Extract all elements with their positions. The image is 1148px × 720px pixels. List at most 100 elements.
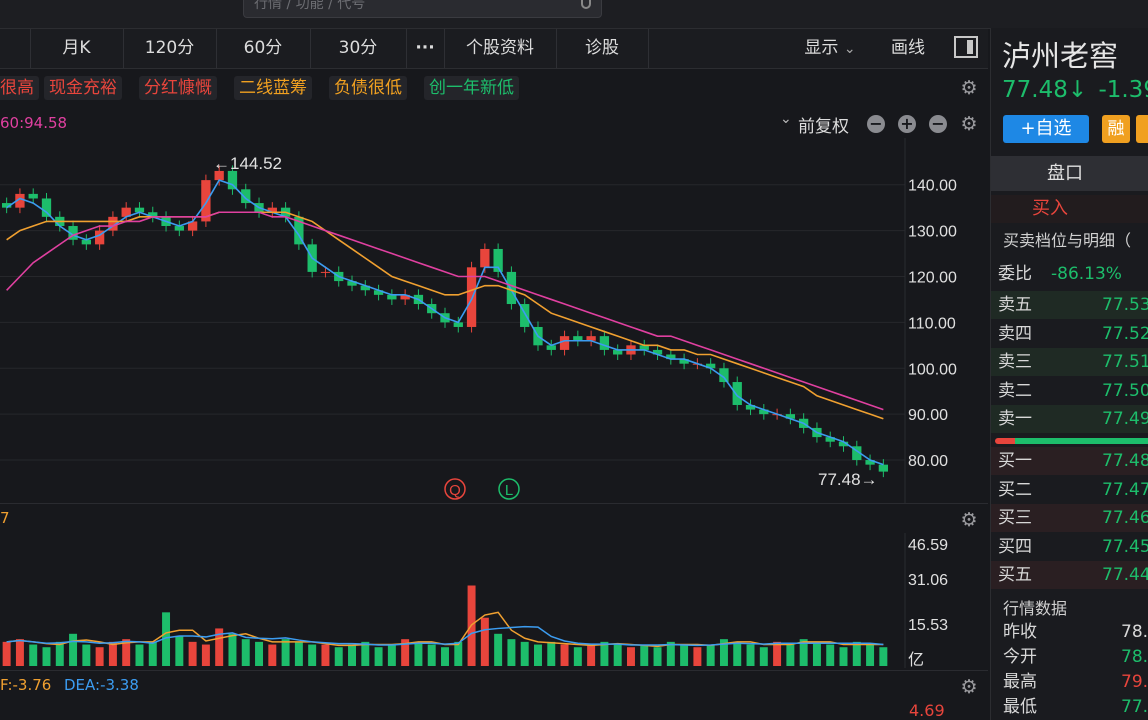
candle-body xyxy=(506,271,517,305)
candle-body xyxy=(387,294,397,300)
tag-item[interactable]: 负债很低 xyxy=(329,76,407,100)
ask-level-row[interactable]: 卖一 77.49 xyxy=(991,405,1148,433)
volume-bar xyxy=(294,641,303,666)
gear-icon[interactable]: ⚙ xyxy=(960,509,978,531)
period-toolbar: 月K 120分 60分 30分 ··· 个股资料 诊股 显示 ⌄ 画线 xyxy=(0,29,988,69)
order-detail-title: 买卖档位与明细（ xyxy=(1003,231,1132,250)
volume-bar xyxy=(55,641,64,666)
gear-icon[interactable]: ⚙ xyxy=(960,77,978,99)
quote-label: 昨收 xyxy=(1003,622,1037,642)
adjust-mode-dropdown[interactable]: 前复权 xyxy=(798,117,849,137)
tag-item[interactable]: 现金充裕 xyxy=(44,76,122,100)
last-price-label: 77.48→ xyxy=(818,470,878,489)
volume-bar xyxy=(281,639,290,666)
volume-bar xyxy=(175,636,184,666)
draw-line-button[interactable]: 画线 xyxy=(891,38,925,58)
candle-body xyxy=(227,170,238,190)
diagnose-button[interactable]: 诊股 xyxy=(585,38,619,58)
bid-level-row[interactable]: 买三 77.46 xyxy=(991,504,1148,532)
bid-level-label: 买一 xyxy=(998,451,1032,471)
zoom-in-icon[interactable]: + xyxy=(898,115,916,133)
gear-icon[interactable]: ⚙ xyxy=(960,676,978,698)
volume-bar xyxy=(108,641,117,666)
minimize-icon[interactable]: − xyxy=(929,115,947,133)
marker-l[interactable]: L xyxy=(498,478,520,500)
tab-order-book[interactable]: 盘口 xyxy=(991,156,1148,191)
ask-level-label: 卖五 xyxy=(998,295,1032,315)
high-price-label: ←144.52 xyxy=(213,154,282,173)
period-60min-button[interactable]: 60分 xyxy=(243,38,283,58)
margin-badge[interactable]: 融 xyxy=(1102,115,1130,143)
search-input[interactable]: 行情 / 功能 / 代号 xyxy=(243,0,602,18)
candle-body xyxy=(373,290,384,295)
volume-bar xyxy=(82,644,91,666)
price-chart[interactable]: ←144.52 77.48→ 140.00130.00120.00110.001… xyxy=(0,138,988,503)
price-tick: 140.00 xyxy=(908,178,957,195)
volume-bar xyxy=(786,644,795,666)
quote-value: 78. xyxy=(1121,622,1148,642)
tag-item[interactable]: 很高 xyxy=(0,76,39,100)
badge-partial[interactable] xyxy=(1136,115,1148,143)
divider xyxy=(444,29,445,68)
volume-axis: 46.59 31.06 15.53 亿 xyxy=(904,533,948,668)
candle-body xyxy=(785,414,796,419)
period-120min-button[interactable]: 120分 xyxy=(144,38,195,58)
stock-profile-button[interactable]: 个股资料 xyxy=(466,38,534,58)
bid-level-row[interactable]: 买五 77.44 xyxy=(991,561,1148,589)
panel-toggle-icon[interactable] xyxy=(954,36,978,58)
macd-top-tick: 4.69 xyxy=(909,701,945,720)
volume-bar xyxy=(321,644,330,666)
volume-bar xyxy=(613,644,622,666)
tag-item[interactable]: 二线蓝筹 xyxy=(234,76,312,100)
candle-body xyxy=(573,336,583,341)
search-placeholder: 行情 / 功能 / 代号 xyxy=(254,0,366,12)
candle-body xyxy=(347,281,357,286)
volume-bar xyxy=(799,639,808,666)
weibi-label: 委比 xyxy=(998,264,1032,284)
volume-bar xyxy=(69,633,78,666)
bid-level-row[interactable]: 买一 77.48 xyxy=(991,447,1148,475)
gear-icon[interactable]: ⚙ xyxy=(960,113,978,135)
more-button[interactable]: ··· xyxy=(415,38,435,58)
candle-body xyxy=(1,203,12,208)
bid-level-label: 买五 xyxy=(998,565,1032,585)
price-grid xyxy=(0,138,906,503)
volume-bar xyxy=(268,644,277,666)
period-30min-button[interactable]: 30分 xyxy=(338,38,378,58)
ask-level-row[interactable]: 卖五 77.53 xyxy=(991,291,1148,319)
display-dropdown[interactable]: 显示 ⌄ xyxy=(790,29,870,68)
add-watchlist-button[interactable]: +自选 xyxy=(1003,115,1089,143)
tag-item[interactable]: 分红慷慨 xyxy=(139,76,217,100)
candle-body xyxy=(520,304,530,327)
volume-bar xyxy=(759,647,768,666)
volume-bar xyxy=(308,644,317,666)
ask-level-row[interactable]: 卖四 77.52 xyxy=(991,319,1148,348)
volume-bar xyxy=(480,617,489,666)
candle-body xyxy=(187,221,198,231)
price-tick: 90.00 xyxy=(908,407,948,424)
bid-level-row[interactable]: 买二 77.47 xyxy=(991,475,1148,504)
buy-tab[interactable]: 买入 xyxy=(991,195,1148,223)
macd-header: F:-3.76 DEA:-3.38 ⚙ xyxy=(0,670,988,701)
volume-bar xyxy=(387,644,396,666)
ask-level-label: 卖二 xyxy=(998,380,1032,401)
volume-bar xyxy=(773,641,782,666)
period-monthly-button[interactable]: 月K xyxy=(62,38,91,58)
tag-item[interactable]: 创一年新低 xyxy=(424,76,519,100)
stock-price: 77.48↓ -1.39 xyxy=(1002,77,1148,103)
bid-level-row[interactable]: 买四 77.45 xyxy=(991,532,1148,561)
price-tick: 80.00 xyxy=(908,453,948,470)
ask-level-row[interactable]: 卖三 77.51 xyxy=(991,348,1148,376)
volume-bars xyxy=(2,585,888,666)
volume-bar xyxy=(733,641,742,666)
price-change: -1.39 xyxy=(1098,77,1148,103)
candle-body xyxy=(586,336,596,341)
marker-q[interactable]: Q xyxy=(444,478,466,500)
volume-chart[interactable]: 46.59 31.06 15.53 亿 xyxy=(0,533,988,668)
volume-bar xyxy=(15,639,24,666)
divider xyxy=(216,29,217,68)
volume-bar xyxy=(255,641,264,666)
zoom-out-icon[interactable]: − xyxy=(867,115,885,133)
microphone-icon[interactable] xyxy=(581,0,591,9)
ask-level-row[interactable]: 卖二 77.50 xyxy=(991,376,1148,405)
